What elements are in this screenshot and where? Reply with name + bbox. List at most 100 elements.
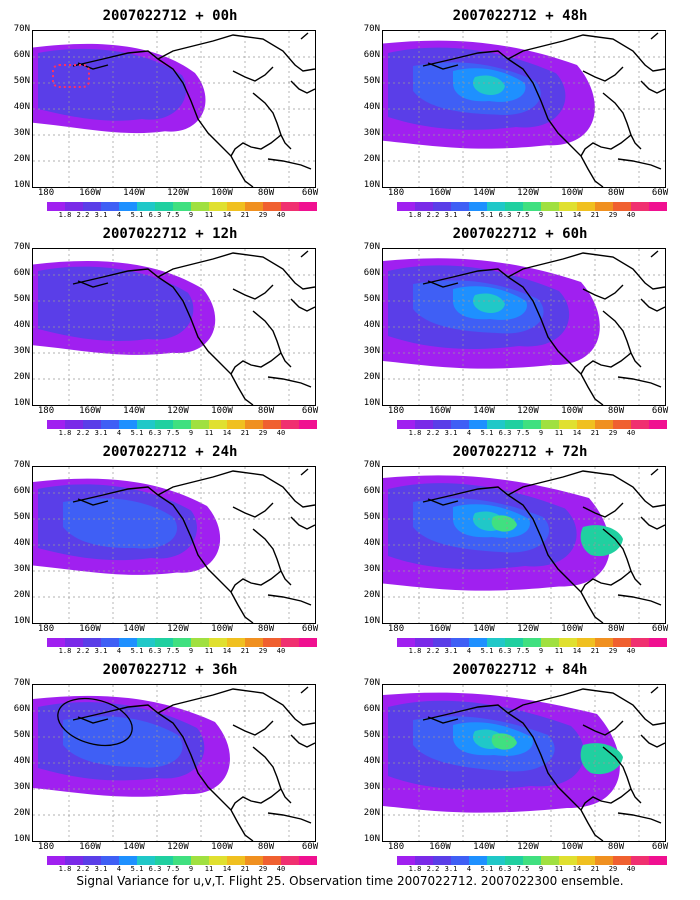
colorbar-tick-label: 5.1 bbox=[130, 865, 144, 873]
colorbar-swatch bbox=[541, 202, 559, 211]
longitude-label: 160W bbox=[79, 188, 101, 198]
coastline bbox=[230, 134, 282, 157]
colorbar-swatch bbox=[577, 638, 595, 647]
colorbar-tick-label: 2.2 bbox=[76, 429, 90, 437]
colorbar-swatch bbox=[613, 420, 631, 429]
colorbar-swatch bbox=[541, 420, 559, 429]
latitude-label: 10N bbox=[13, 834, 30, 844]
colorbar-tick-label: 29 bbox=[258, 865, 268, 873]
colorbar-swatch bbox=[173, 202, 191, 211]
panel-title: 2007022712 + 36h bbox=[102, 662, 238, 678]
colorbar-swatch bbox=[155, 638, 173, 647]
longitude-label: 180 bbox=[37, 842, 55, 852]
colorbar-tick-label: 5.1 bbox=[480, 211, 494, 219]
longitude-label: 120W bbox=[167, 842, 189, 852]
colorbar-swatch bbox=[65, 202, 83, 211]
variance-field bbox=[38, 266, 194, 341]
colorbar-swatch bbox=[505, 856, 523, 865]
colorbar-swatch bbox=[631, 856, 649, 865]
colorbar-tick-label: 7.5 bbox=[166, 211, 180, 219]
colorbar-tick-label: 29 bbox=[608, 211, 618, 219]
map-panel: 2007022712 + 36h 70N 60N 50N 40N 30N 20N 10N 180… bbox=[0, 654, 340, 873]
coastline bbox=[640, 734, 665, 748]
coastline bbox=[427, 716, 459, 724]
longitude-label: 100W bbox=[561, 406, 583, 416]
longitude-label: 60W bbox=[301, 406, 319, 416]
coastline bbox=[290, 734, 315, 748]
longitude-label: 80W bbox=[607, 624, 625, 634]
coastline bbox=[582, 66, 624, 82]
colorbar-swatch bbox=[227, 420, 245, 429]
map-canvas bbox=[33, 685, 315, 841]
longitude-label: 160W bbox=[429, 624, 451, 634]
latitude-label: 40N bbox=[13, 538, 30, 548]
longitude-label: 120W bbox=[517, 624, 539, 634]
map-canvas bbox=[383, 467, 665, 623]
longitude-label: 120W bbox=[517, 406, 539, 416]
latitude-label: 50N bbox=[13, 512, 30, 522]
colorbar-swatch bbox=[137, 202, 155, 211]
longitude-label: 140W bbox=[473, 406, 495, 416]
colorbar-tick-label: 9 bbox=[538, 865, 544, 873]
map-canvas bbox=[33, 249, 315, 405]
longitude-label: 160W bbox=[79, 624, 101, 634]
colorbar-swatch bbox=[559, 856, 577, 865]
colorbar bbox=[397, 420, 667, 429]
colorbar-labels: 1.8 2.2 3.1 4 5.1 6.3 7.5 9 11 14 21 29 40 bbox=[397, 647, 667, 657]
colorbar-swatch bbox=[101, 638, 119, 647]
colorbar-tick-label: 7.5 bbox=[516, 211, 530, 219]
longitude-label: 180 bbox=[387, 188, 405, 198]
coastline bbox=[300, 32, 309, 40]
coastline bbox=[72, 268, 254, 405]
longitude-label: 160W bbox=[79, 842, 101, 852]
longitude-label: 140W bbox=[123, 624, 145, 634]
latitude-label: 50N bbox=[363, 730, 380, 740]
colorbar-tick-label: 29 bbox=[608, 865, 618, 873]
colorbar-swatch bbox=[155, 420, 173, 429]
colorbar-tick-label: 9 bbox=[188, 429, 194, 437]
colorbar-swatch bbox=[487, 202, 505, 211]
map-panel: 2007022712 + 48h 70N 60N 50N 40N 30N 20N 10N 180… bbox=[350, 0, 690, 219]
latitude-label: 10N bbox=[363, 834, 380, 844]
colorbar-tick-label: 21 bbox=[240, 429, 250, 437]
colorbar-swatch bbox=[487, 420, 505, 429]
colorbar-tick-label: 3.1 bbox=[94, 647, 108, 655]
colorbar-swatch bbox=[469, 420, 487, 429]
colorbar-swatch bbox=[469, 202, 487, 211]
map-panel: 2007022712 + 12h 70N 60N 50N 40N 30N 20N 10N 180… bbox=[0, 218, 340, 437]
colorbar-tick-label: 14 bbox=[572, 429, 582, 437]
colorbar-tick-label: 5.1 bbox=[480, 647, 494, 655]
map-frame bbox=[382, 684, 666, 842]
colorbar-swatch bbox=[415, 638, 433, 647]
colorbar-tick-label: 9 bbox=[538, 429, 544, 437]
latitude-label: 20N bbox=[363, 154, 380, 164]
latitude-label: 70N bbox=[363, 24, 380, 34]
colorbar-swatch bbox=[415, 856, 433, 865]
latitude-label: 20N bbox=[13, 808, 30, 818]
coastline bbox=[72, 704, 254, 841]
map-frame bbox=[32, 684, 316, 842]
coastline bbox=[650, 686, 659, 694]
colorbar-tick-label: 9 bbox=[188, 211, 194, 219]
latitude-label: 20N bbox=[13, 590, 30, 600]
colorbar-swatch bbox=[299, 420, 317, 429]
coastline bbox=[617, 812, 662, 824]
colorbar-tick-label: 2.2 bbox=[76, 647, 90, 655]
longitude-label: 180 bbox=[387, 624, 405, 634]
longitude-label: 160W bbox=[429, 406, 451, 416]
coastline bbox=[427, 280, 459, 288]
longitude-label: 80W bbox=[607, 842, 625, 852]
colorbar-swatch bbox=[433, 638, 451, 647]
colorbar-tick-label: 2.2 bbox=[426, 865, 440, 873]
colorbar-swatch bbox=[577, 856, 595, 865]
latitude-label: 20N bbox=[363, 372, 380, 382]
colorbar-swatch bbox=[281, 202, 299, 211]
coastline bbox=[72, 50, 254, 187]
coastline bbox=[77, 716, 109, 724]
latitude-label: 40N bbox=[363, 756, 380, 766]
colorbar-swatch bbox=[209, 638, 227, 647]
longitude-label: 80W bbox=[257, 188, 275, 198]
longitude-label: 100W bbox=[211, 624, 233, 634]
colorbar bbox=[47, 638, 317, 647]
coastline bbox=[72, 486, 254, 623]
